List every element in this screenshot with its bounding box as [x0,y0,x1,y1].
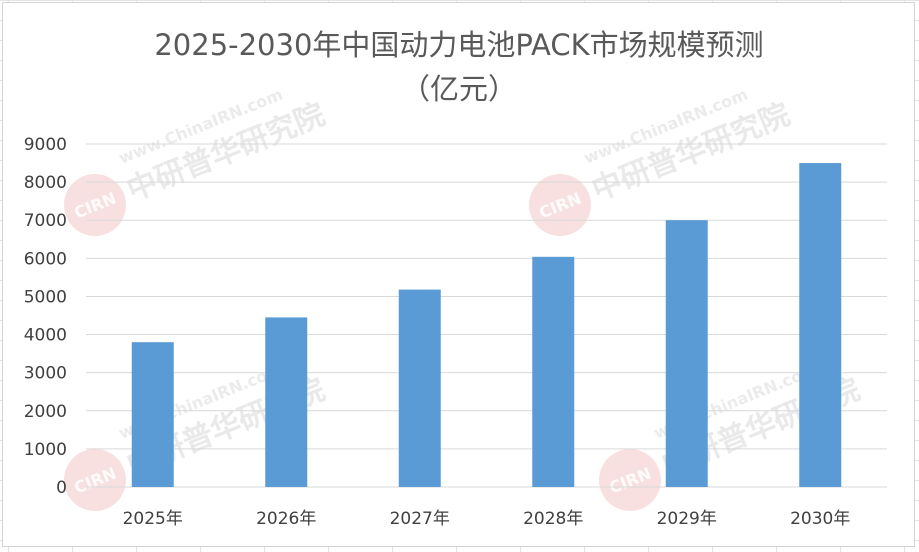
x-tick-label: 2025年 [123,509,183,529]
watermark-badge-icon [64,449,126,511]
x-tick-label: 2030年 [790,509,850,529]
y-tick-label: 4000 [24,326,67,346]
x-tick-label: 2028年 [523,509,583,529]
x-tick-label: 2026年 [256,509,316,529]
y-tick-label: 1000 [24,440,67,460]
y-tick-label: 8000 [24,173,67,193]
chart-title-line-2: （亿元） [401,72,517,106]
y-tick-label: 5000 [24,287,67,307]
bar[interactable] [131,342,174,487]
bar[interactable] [398,289,441,487]
bar[interactable] [532,256,575,487]
y-tick-label: 0 [56,478,67,498]
y-tick-label: 7000 [24,211,67,231]
y-tick-label: 3000 [24,364,67,384]
x-axis: 2025年 2026年 2027年 2028年 2029年 2030年 [123,509,851,529]
watermark-badge-icon [599,449,661,511]
x-tick-label: 2027年 [390,509,450,529]
y-tick-label: 9000 [24,135,67,155]
y-axis: 0 1000 2000 3000 4000 5000 6000 7000 8000 9000 [24,135,67,498]
bar[interactable] [265,317,308,487]
y-tick-label: 2000 [24,402,67,422]
x-tick-label: 2029年 [657,509,717,529]
y-tick-label: 6000 [24,249,67,269]
bar[interactable] [665,220,708,487]
bar-series [131,163,842,488]
chart-title-line-1: 2025-2030年中国动力电池PACK市场规模预测 [154,28,763,62]
bar[interactable] [799,163,842,488]
gridlines [86,143,887,488]
